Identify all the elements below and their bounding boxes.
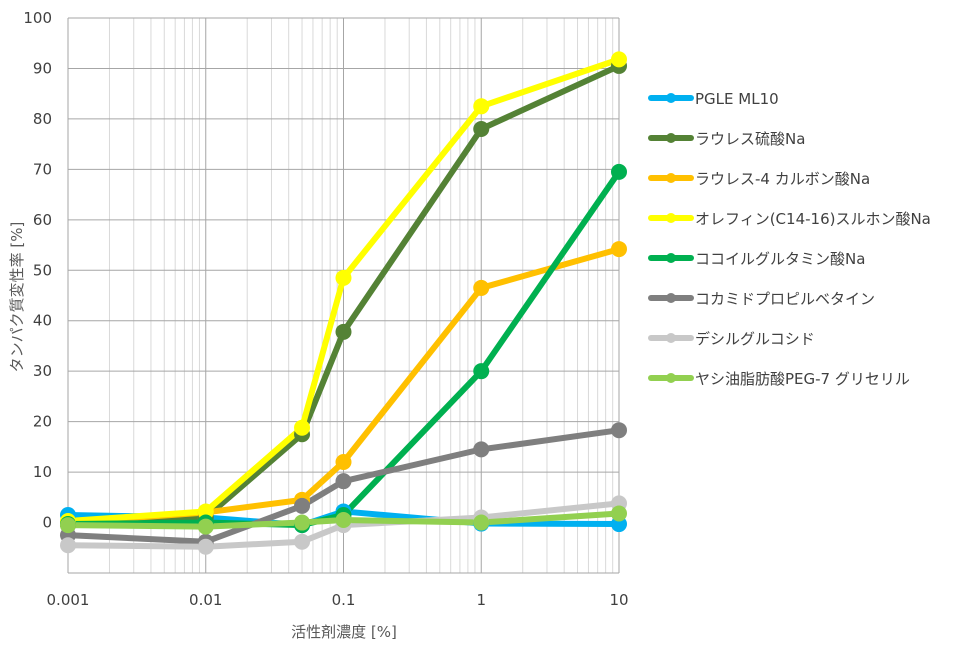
legend: PGLE ML10 ラウレス硫酸Na ラウレス-4 カルボン酸Na オレフィン(C14… <box>648 90 931 388</box>
legend-swatch-marker <box>666 213 676 223</box>
y-tick-label: 40 <box>33 312 52 330</box>
data-point <box>473 121 490 137</box>
legend-swatch-marker <box>666 333 676 343</box>
legend-label: ラウレス硫酸Na <box>695 130 805 148</box>
data-point <box>611 505 627 522</box>
data-point <box>197 518 214 535</box>
data-point <box>611 163 627 180</box>
data-point <box>611 422 627 439</box>
data-point <box>335 454 352 470</box>
y-tick-label: 0 <box>42 514 52 532</box>
series-line-5 <box>65 427 622 545</box>
legend-swatch-marker <box>666 173 676 183</box>
data-point <box>473 441 490 458</box>
y-tick-label: 90 <box>33 59 52 77</box>
data-point <box>611 241 627 258</box>
x-tick-label: 1 <box>476 591 486 609</box>
x-tick-label: 10 <box>609 591 628 609</box>
data-point <box>473 514 490 531</box>
y-tick-label: 10 <box>33 463 52 481</box>
data-point <box>335 323 352 340</box>
data-point <box>335 512 352 529</box>
series-lines <box>65 56 622 550</box>
y-tick-label: 20 <box>33 413 52 431</box>
data-point <box>473 98 490 115</box>
data-point <box>473 363 490 380</box>
legend-label: ラウレス-4 カルボン酸Na <box>695 170 870 188</box>
data-point <box>473 279 490 296</box>
series-points <box>60 51 627 555</box>
x-axis-title: 活性剤濃度 [%] <box>291 623 397 641</box>
y-tick-label: 100 <box>23 9 52 27</box>
series-line-7 <box>65 510 622 530</box>
series-line-1 <box>65 62 622 529</box>
x-tick-labels: 0.001 0.01 0.1 1 10 <box>47 591 629 609</box>
data-point <box>197 538 214 555</box>
legend-swatch-marker <box>666 373 676 383</box>
x-tick-label: 0.01 <box>189 591 222 609</box>
legend-label: コカミドプロピルベタイン <box>695 290 875 308</box>
y-tick-labels: 0 10 20 30 40 50 60 70 80 90 100 <box>23 9 52 532</box>
legend-label: PGLE ML10 <box>695 90 779 108</box>
data-point <box>335 269 352 286</box>
series-line-6 <box>65 500 622 550</box>
legend-swatch-marker <box>666 253 676 263</box>
data-point <box>60 517 76 534</box>
data-point <box>335 473 352 490</box>
data-point <box>60 537 76 554</box>
y-axis-title: タンパク質変性率 [%] <box>8 222 26 373</box>
data-point <box>294 514 311 531</box>
legend-label: ヤシ油脂肪酸PEG-7 グリセリル <box>695 370 910 388</box>
data-point <box>611 51 627 68</box>
y-tick-label: 60 <box>33 211 52 229</box>
y-tick-label: 70 <box>33 160 52 178</box>
data-point <box>294 419 311 436</box>
legend-swatch-marker <box>666 93 676 103</box>
legend-label: ココイルグルタミン酸Na <box>695 250 865 268</box>
series-line-3 <box>65 56 622 525</box>
data-point <box>294 497 311 514</box>
legend-label: デシルグルコシド <box>695 330 815 348</box>
legend-swatch-marker <box>666 293 676 303</box>
x-tick-label: 0.1 <box>332 591 356 609</box>
x-tick-label: 0.001 <box>47 591 90 609</box>
legend-swatch-marker <box>666 133 676 143</box>
y-tick-label: 50 <box>33 261 52 279</box>
data-point <box>294 533 311 550</box>
y-tick-label: 30 <box>33 362 52 380</box>
y-tick-label: 80 <box>33 110 52 128</box>
legend-label: オレフィン(C14-16)スルホン酸Na <box>695 210 931 228</box>
data-point <box>197 503 214 520</box>
